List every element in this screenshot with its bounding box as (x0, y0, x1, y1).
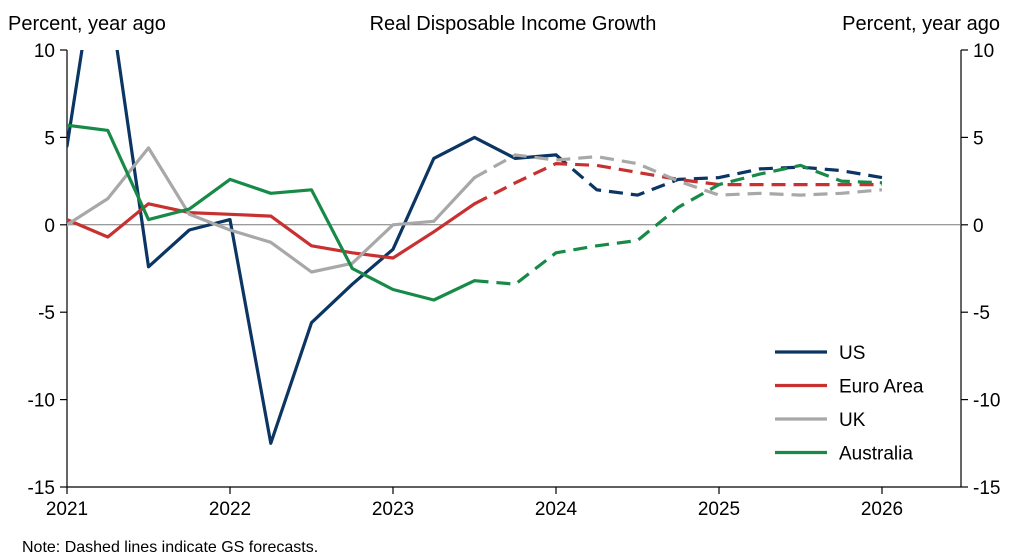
right-y-tick-label: 5 (973, 128, 984, 149)
right-axis-label: Percent, year ago (842, 13, 1000, 35)
left-y-tick-label: -5 (38, 303, 55, 324)
x-tick-label: 2026 (861, 499, 903, 520)
x-tick-label: 2024 (535, 499, 578, 520)
left-y-tick-label: -10 (28, 391, 55, 412)
series-euro-area-actual-line (67, 202, 477, 260)
left-y-tick-label: 5 (44, 128, 55, 149)
legend-label-uk: UK (839, 410, 866, 431)
legend-label-australia: Australia (839, 444, 913, 465)
forecast-note: Note: Dashed lines indicate GS forecasts… (22, 539, 318, 556)
x-tick-label: 2022 (209, 499, 251, 520)
right-y-ticks: -15 -10 -5 0 5 10 (961, 41, 1000, 499)
series-uk-forecast-line (473, 153, 883, 197)
x-ticks: 2021 2022 2023 2024 2025 2026 (46, 487, 903, 520)
x-tick-label: 2021 (46, 499, 88, 520)
left-y-tick-label: 10 (34, 41, 55, 62)
legend: US Euro Area UK Australia (775, 343, 924, 465)
left-y-ticks: -15 -10 -5 0 5 10 (28, 41, 67, 499)
right-y-tick-label: -15 (973, 478, 1000, 499)
series-us-actual-line (67, 50, 558, 445)
left-axis-label: Percent, year ago (8, 13, 166, 35)
series-us-forecast-line (554, 153, 883, 197)
series-euro-area-forecast-line (473, 162, 882, 206)
chart-title: Real Disposable Income Growth (370, 13, 657, 35)
series-lines (67, 50, 883, 445)
left-y-tick-label: -15 (28, 478, 55, 499)
series-uk-actual-line (67, 146, 477, 274)
right-y-tick-label: 10 (973, 41, 994, 62)
series-australia-forecast-line (474, 163, 883, 286)
right-y-tick-label: -5 (973, 303, 990, 324)
legend-label-us: US (839, 343, 865, 364)
x-tick-label: 2025 (698, 499, 740, 520)
x-tick-label: 2023 (372, 499, 414, 520)
right-y-tick-label: -10 (973, 391, 1000, 412)
left-y-tick-label: 0 (44, 216, 55, 237)
right-y-tick-label: 0 (973, 216, 984, 237)
series-australia-actual-line (67, 123, 477, 302)
legend-label-euro-area: Euro Area (839, 377, 924, 398)
